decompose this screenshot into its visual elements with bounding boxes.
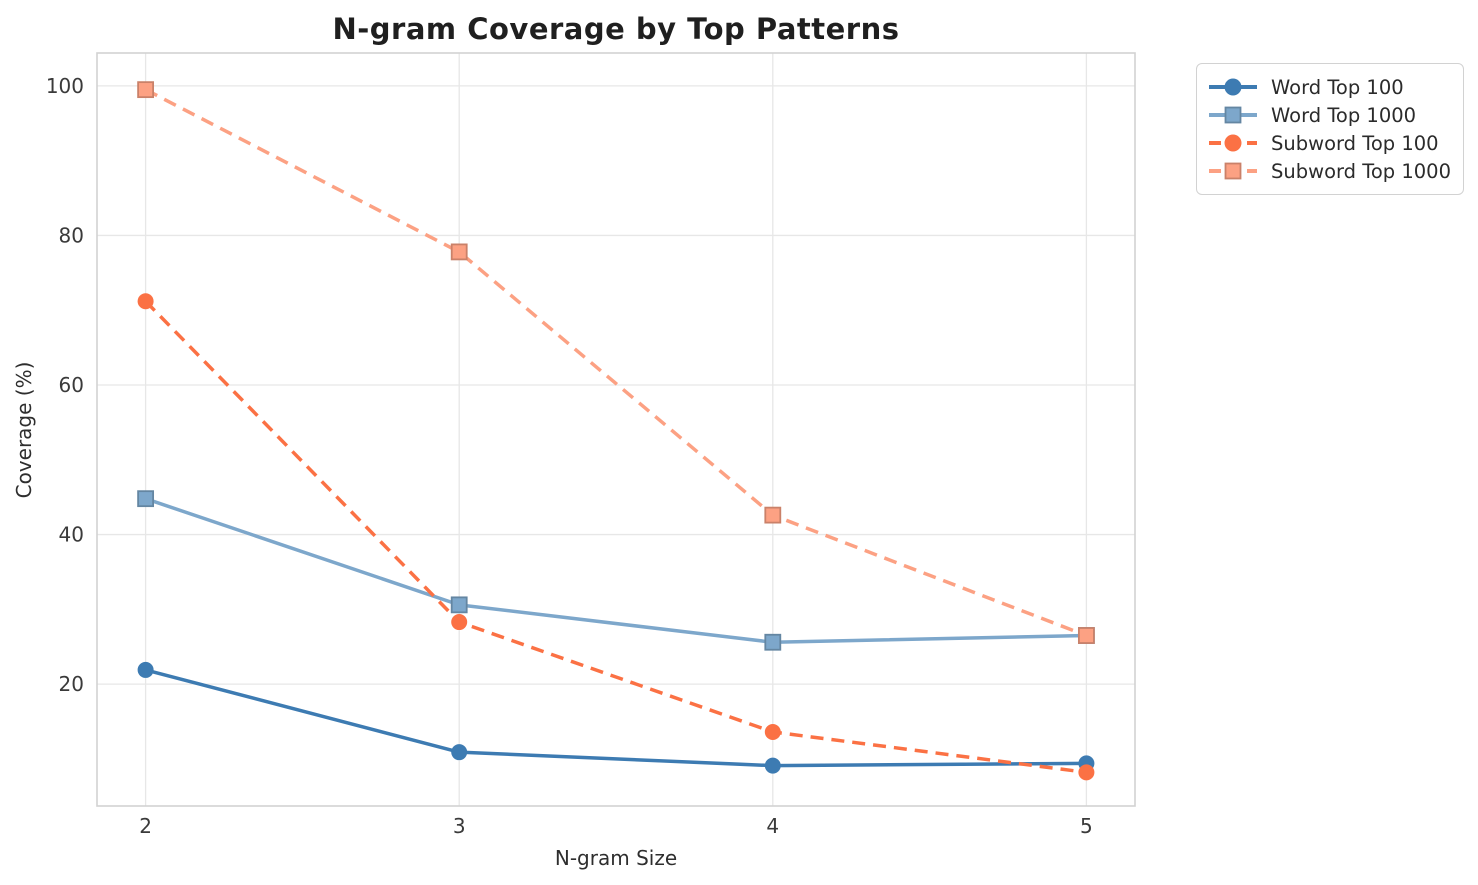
marker-subword-top-1000 [137,81,155,99]
plot-border [96,52,1136,807]
y-tick-label: 40 [59,523,84,547]
x-tick-label: 5 [1080,814,1093,838]
legend-circle-icon [1209,78,1257,96]
marker-subword-top-100 [1078,764,1095,781]
series-line-subword-top-100 [144,300,1087,775]
marker-subword-top-1000 [764,506,782,524]
legend-label: Subword Top 1000 [1271,159,1451,183]
series-line-word-top-100 [145,668,1087,768]
marker-word-top-1000 [450,596,468,614]
marker-subword-top-100 [137,293,154,310]
legend-label: Word Top 100 [1271,75,1404,99]
marker-subword-top-1000 [450,243,468,261]
marker-word-top-100 [764,757,781,774]
series-line-subword-top-1000 [144,88,1088,638]
x-tick-label: 3 [453,814,466,838]
marker-subword-top-1000 [1077,627,1095,644]
legend-label: Word Top 1000 [1271,103,1417,127]
legend-label: Subword Top 100 [1271,131,1439,155]
chart-title: N-gram Coverage by Top Patterns [332,12,900,46]
legend-item: Word Top 1000 [1207,101,1449,129]
legend: Word Top 100 Word Top 1000 Subword Top 100… [1196,63,1464,195]
y-tick-label: 100 [46,74,84,98]
y-tick-label: 80 [59,223,84,247]
legend-square-icon [1209,106,1257,124]
marker-word-top-100 [137,661,154,678]
legend-item: Subword Top 100 [1207,129,1449,157]
marker-subword-top-100 [451,614,468,631]
y-tick-label: 20 [59,672,84,696]
y-axis-label: Coverage (%) [12,361,36,499]
x-tick-label: 4 [766,814,779,838]
y-tick-label: 60 [59,373,84,397]
marker-subword-top-100 [764,723,781,740]
x-axis-label: N-gram Size [554,846,678,870]
marker-word-top-1000 [137,490,155,508]
marker-word-top-1000 [764,633,782,651]
legend-square-icon [1209,162,1257,180]
series-line-word-top-1000 [145,497,1087,644]
legend-item: Subword Top 1000 [1207,157,1451,185]
legend-item: Word Top 100 [1207,73,1449,101]
marker-word-top-100 [451,744,468,761]
x-tick-label: 2 [139,814,152,838]
legend-circle-icon [1209,134,1257,152]
